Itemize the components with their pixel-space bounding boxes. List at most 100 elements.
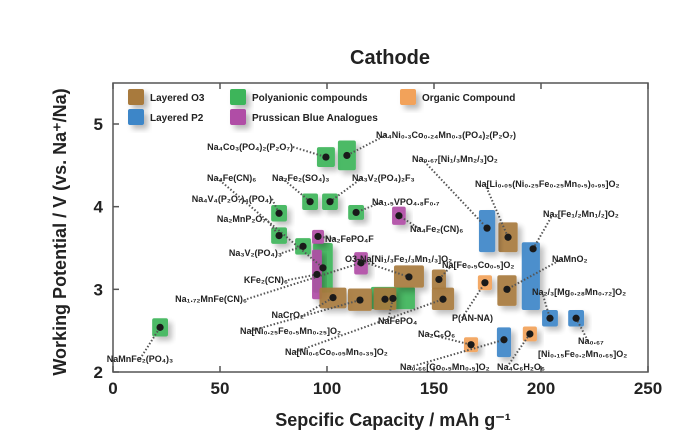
leader-line	[216, 177, 324, 269]
point-label: Na₀.₆₇	[578, 336, 604, 346]
x-tick-label: 100	[313, 379, 341, 398]
plot-frame	[112, 82, 649, 373]
leader-line	[409, 338, 505, 368]
point-label: Na₂C₆O₆	[418, 329, 455, 339]
legend-label-o3: Layered O3	[150, 93, 205, 104]
x-tick-label: 0	[108, 379, 117, 398]
data-point	[381, 295, 389, 303]
data-point	[389, 294, 397, 303]
leader-line	[287, 273, 318, 281]
data-point	[546, 314, 554, 322]
point-label: Na₃V₂(PO₄)₂F₃	[352, 173, 415, 183]
y-tick-label: 2	[94, 363, 103, 382]
point-label: NaMnO₂	[552, 254, 588, 264]
legend-label-org: Organic Compound	[422, 93, 515, 104]
legend-swatch-o3	[128, 89, 144, 105]
data-point	[357, 259, 365, 267]
data-point	[329, 294, 337, 302]
point-label: Na₁.₅VPO₄.₈F₀.₇	[372, 197, 440, 207]
point-label: Na₄Ni₀.₃Co₀.₂₄Mn₀.₃(PO₄)₂(P₂O₇)	[376, 130, 516, 140]
leader-line	[461, 282, 486, 319]
y-tick-label: 4	[94, 198, 104, 217]
leader-line	[354, 258, 410, 278]
chart-title: Cathode	[350, 47, 430, 69]
point-label: NaFePO₄	[378, 316, 417, 326]
y-axis-label: Working Potential / V (vs. Na⁺/Na)	[50, 88, 70, 375]
data-point	[299, 242, 307, 250]
data-point	[526, 330, 534, 338]
data-point	[156, 323, 164, 331]
legend-label-poly: Polyanionic compounds	[252, 93, 368, 104]
point-label: Na₂/₃[Mg₀.₂₈Mn₀.₇₂]O₂	[532, 287, 626, 297]
point-label: Na₄Fe₂(CN)₆	[410, 224, 463, 234]
data-point	[319, 264, 327, 272]
point-label: NaMnFe₂(PO₄)₃	[107, 354, 173, 364]
point-label: Na₄C₆H₂O₆	[497, 362, 545, 372]
y-tick-label: 3	[94, 280, 103, 299]
data-point	[439, 295, 447, 303]
point-label: [Ni₀.₁₅Fe₀.₂Mn₀.₆₅]O₂	[538, 349, 627, 359]
data-point	[467, 341, 475, 349]
leader-line	[484, 183, 509, 238]
point-label: Na₄Co₃(PO₄)₂(P₂O₇)	[207, 142, 293, 152]
data-point	[500, 336, 508, 344]
x-tick-label: 200	[527, 379, 555, 398]
data-point	[504, 233, 512, 241]
leader-line	[427, 333, 472, 346]
x-tick-label: 50	[211, 379, 230, 398]
x-tick-label: 250	[634, 379, 662, 398]
leader-line	[421, 158, 488, 229]
point-label: Naₓ[Fe₁/₂Mn₁/₂]O₂	[543, 209, 619, 219]
point-label: O3-Na[Ni₁/₃Fe₁/₃Mn₁/₃]O₂	[345, 254, 452, 264]
point-label: Na₂FePO₄F	[325, 234, 374, 244]
leader-line	[346, 134, 387, 157]
x-axis-label: Sepcific Capacity / mAh g⁻¹	[275, 410, 511, 430]
point-label: Na[Ni₀.₂₅Fe₀.₅Mn₀.₂₅]O₂	[240, 326, 341, 336]
legend-swatch-org	[400, 89, 416, 105]
data-point	[356, 296, 364, 304]
point-label: Na₂MnP₂O₇	[217, 214, 267, 224]
point-label: Na₀.₆₇[Ni₁/₃Mn₂/₃]O₂	[412, 154, 498, 164]
legend-label-p2: Layered P2	[150, 113, 204, 124]
leader-line	[541, 291, 551, 319]
leader-line	[249, 299, 361, 332]
data-point	[503, 285, 511, 293]
data-point	[352, 208, 360, 217]
point-label: Na₂Fe₂(SO₄)₃	[272, 173, 329, 183]
data-point	[326, 198, 334, 206]
legend-swatch-poly	[230, 89, 246, 105]
data-point	[435, 275, 443, 284]
leader-line	[292, 146, 327, 159]
data-point	[483, 224, 491, 232]
data-point	[313, 270, 321, 279]
leader-line	[271, 198, 280, 214]
leader-line	[303, 296, 334, 316]
point-label: Na₃V₂(PO₄)₃	[229, 248, 282, 258]
legend: Layered O3 Polyanionic compounds Organic C…	[128, 89, 515, 125]
data-point	[306, 198, 314, 206]
point-label: P(AN-NA)	[452, 313, 493, 323]
legend-swatch-p2	[128, 109, 144, 125]
point-label: Na₄V₄(P₂O₇)₄(PO₄)	[192, 194, 272, 204]
leader-line	[294, 298, 444, 353]
leader-line	[246, 261, 362, 300]
data-point	[572, 314, 580, 322]
x-tick-label: 150	[420, 379, 448, 398]
data-point	[322, 153, 330, 161]
leader-line	[398, 214, 421, 230]
point-label: Na[Fe₀.₅Co₀.₅]O₂	[442, 260, 514, 270]
legend-swatch-pba	[230, 109, 246, 125]
leader-line	[575, 317, 589, 342]
point-label: Na[Ni₀.₆Co₀.₀₅Mn₀.₃₅]O₂	[285, 347, 388, 357]
point-label: Na₀.₆₆[Co₀.₅Mn₀.₅]O₂	[400, 362, 490, 372]
point-label: KFe₂(CN)₆	[244, 275, 288, 285]
data-point	[314, 232, 322, 241]
legend-label-pba: Prussican Blue Analogues	[252, 113, 378, 124]
data-point	[275, 232, 283, 240]
point-label: NaCrO₂	[271, 310, 304, 320]
leader-line	[139, 326, 161, 360]
leader-line	[281, 245, 304, 254]
data-point	[405, 273, 413, 281]
data-point	[529, 245, 537, 253]
